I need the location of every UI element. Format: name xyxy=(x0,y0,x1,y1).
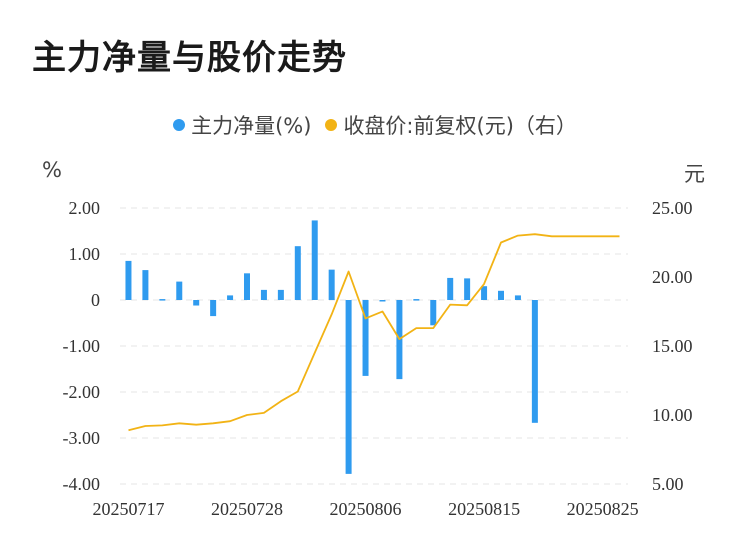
bar xyxy=(345,300,352,474)
bar xyxy=(447,277,454,300)
bar xyxy=(227,295,234,300)
left-tick-label: 2.00 xyxy=(69,198,101,218)
grid-lines xyxy=(120,207,628,485)
x-tick-label: 20250825 xyxy=(567,499,639,519)
legend: 主力净量(%) 收盘价:前复权(元)（右） xyxy=(0,110,750,140)
legend-item-close-price[interactable]: 收盘价:前复权(元)（右） xyxy=(325,110,577,140)
bar xyxy=(531,300,538,423)
bar-series xyxy=(125,220,538,474)
left-axis-unit: % xyxy=(42,158,62,182)
axis-labels: -4.00 -3.00 -2.00 -1.00 0 1.00 2.00 5.00 10.00 15… xyxy=(63,198,693,519)
bar xyxy=(125,260,132,300)
right-tick-label: 15.00 xyxy=(652,336,693,356)
bar xyxy=(210,300,217,317)
legend-bar-label: 主力净量(%) xyxy=(191,114,312,138)
right-tick-label: 10.00 xyxy=(652,405,693,425)
left-tick-label: -4.00 xyxy=(63,474,101,494)
bar xyxy=(464,278,471,300)
bar xyxy=(413,299,420,301)
left-tick-label: 1.00 xyxy=(69,244,101,264)
bar xyxy=(362,300,369,376)
x-tick-label: 20250717 xyxy=(92,499,164,519)
left-tick-label: -1.00 xyxy=(63,336,101,356)
bar xyxy=(481,286,488,300)
bar xyxy=(142,270,149,300)
left-tick-label: -2.00 xyxy=(63,382,101,402)
bar xyxy=(430,300,437,326)
legend-bar-marker xyxy=(173,119,186,131)
left-tick-label: 0 xyxy=(91,290,100,310)
close-price-line xyxy=(128,233,620,432)
bar xyxy=(379,300,386,302)
bar xyxy=(514,295,521,300)
right-tick-label: 25.00 xyxy=(652,198,693,218)
x-tick-label: 20250728 xyxy=(211,499,283,519)
bar xyxy=(159,299,166,301)
legend-line-marker xyxy=(325,119,338,131)
legend-line-label: 收盘价:前复权(元)（右） xyxy=(343,114,577,138)
bar xyxy=(277,289,284,300)
right-axis-unit: 元 xyxy=(684,162,705,186)
bar xyxy=(311,220,318,300)
bar xyxy=(294,246,301,300)
line-series xyxy=(128,233,620,432)
right-tick-label: 5.00 xyxy=(652,474,684,494)
chart-title: 主力净量与股价走势 xyxy=(32,38,347,78)
bar xyxy=(176,281,183,300)
bar xyxy=(498,290,504,300)
bar xyxy=(193,300,200,306)
right-tick-label: 20.00 xyxy=(652,267,693,287)
x-tick-label: 20250815 xyxy=(448,499,520,519)
x-tick-label: 20250806 xyxy=(330,499,402,519)
legend-item-net-flow[interactable]: 主力净量(%) xyxy=(173,110,311,140)
bar xyxy=(260,289,267,300)
bar xyxy=(328,269,335,300)
bar xyxy=(244,273,250,300)
left-tick-label: -3.00 xyxy=(63,428,101,448)
